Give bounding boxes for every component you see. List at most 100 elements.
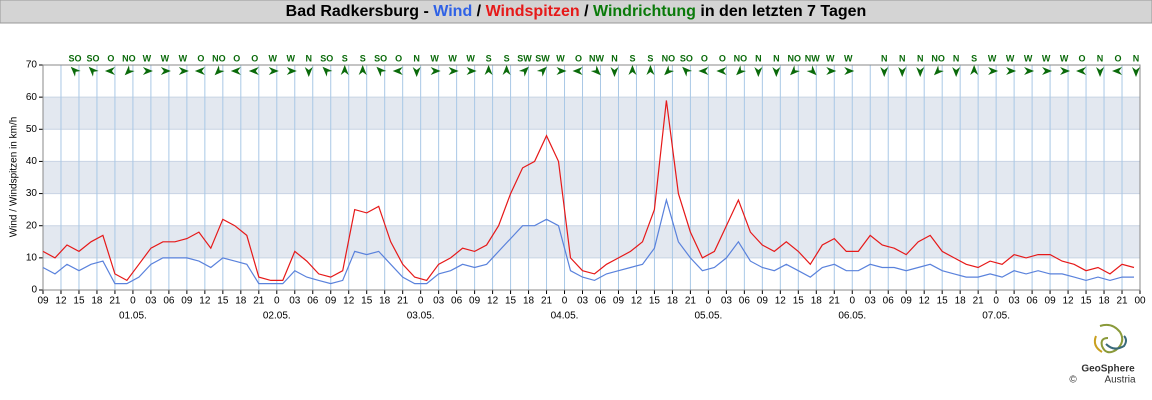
direction-arrow (610, 67, 619, 77)
x-tick-label: 15 (793, 296, 805, 307)
direction-label: W (269, 53, 278, 63)
x-tick-label: 18 (379, 296, 391, 307)
direction-label: O (395, 53, 402, 63)
direction-label: N (413, 53, 420, 63)
x-tick-label: 03 (1009, 296, 1021, 307)
x-tick-label: 03 (433, 296, 445, 307)
plot-area (42, 64, 1141, 291)
direction-label: O (1079, 53, 1086, 63)
direction-label: W (988, 53, 997, 63)
direction-arrow (430, 67, 441, 75)
x-tick-label: 09 (325, 296, 337, 307)
logo-text: GeoSphere (1081, 364, 1135, 375)
x-tick-label: 00 (1134, 296, 1146, 307)
x-tick-label: 15 (217, 296, 229, 307)
title-part: Windspitzen (486, 3, 580, 20)
direction-label: W (287, 53, 296, 63)
direction-label: NO (931, 53, 945, 63)
direction-arrow (590, 65, 601, 76)
direction-arrow (104, 67, 115, 75)
direction-arrow (304, 67, 313, 77)
band (43, 97, 1140, 130)
series-line (42, 100, 1135, 282)
direction-arrow (806, 65, 817, 76)
direction-label: N (881, 53, 888, 63)
series-line (42, 197, 1134, 285)
direction-arrow (248, 67, 259, 75)
y-tick-label: 0 (31, 285, 37, 296)
x-tick-label: 15 (937, 296, 949, 307)
x-tick-label: 15 (1080, 296, 1092, 307)
direction-arrow (412, 67, 421, 77)
direction-label: W (448, 53, 457, 63)
x-tick-label: 21 (253, 296, 265, 307)
direction-label: W (430, 53, 439, 63)
direction-label: N (306, 53, 313, 63)
x-tick-label: 18 (667, 296, 679, 307)
date-label: 03.05. (407, 311, 435, 322)
y-tick-label: 30 (26, 188, 38, 199)
direction-label: S (504, 53, 510, 63)
x-tick-label: 21 (1116, 296, 1128, 307)
direction-label: SW (535, 53, 550, 63)
direction-label: O (575, 53, 582, 63)
direction-label: W (1006, 53, 1015, 63)
direction-arrow (1096, 67, 1105, 77)
logo-swirl (1099, 323, 1124, 354)
direction-label: W (466, 53, 475, 63)
x-tick-label: 12 (1063, 296, 1075, 307)
title-part: / (580, 3, 593, 20)
direction-label: N (755, 53, 762, 63)
x-tick-label: 12 (631, 296, 643, 307)
direction-arrow (518, 66, 529, 77)
direction-label: S (647, 53, 653, 63)
direction-label: SW (517, 53, 532, 63)
direction-arrow (880, 67, 889, 77)
x-tick-label: 03 (145, 296, 157, 307)
direction-arrow (392, 67, 403, 75)
plot-frame (42, 64, 1141, 291)
x-tick-label: 09 (757, 296, 769, 307)
direction-label: SO (68, 53, 81, 63)
x-tick-label: 0 (562, 296, 568, 307)
direction-label: NO (788, 53, 802, 63)
x-tick-label: 12 (343, 296, 355, 307)
x-tick-label: 12 (919, 296, 931, 307)
date-label: 05.05. (694, 311, 722, 322)
x-tick-label: 06 (739, 296, 751, 307)
direction-label: S (342, 53, 348, 63)
direction-label: SO (680, 53, 693, 63)
direction-arrow (970, 65, 979, 75)
x-tick-label: 09 (901, 296, 913, 307)
direction-arrow (664, 65, 675, 76)
direction-arrow (466, 67, 477, 75)
direction-arrow (376, 66, 387, 77)
direction-arrow (754, 67, 763, 77)
direction-arrow (698, 67, 709, 75)
direction-label: NO (122, 53, 136, 63)
direction-arrow (572, 67, 583, 75)
direction-arrow (790, 65, 800, 76)
direction-arrow (1076, 67, 1087, 75)
direction-arrow (340, 65, 349, 75)
x-tick-label: 0 (993, 296, 999, 307)
y-tick-label: 10 (26, 252, 38, 263)
direction-label: W (826, 53, 835, 63)
x-tick-label: 09 (469, 296, 481, 307)
y-tick-label: 20 (26, 220, 38, 231)
date-label: 01.05. (119, 311, 147, 322)
direction-arrow (826, 67, 837, 75)
x-tick-label: 18 (523, 296, 535, 307)
x-tick-label: 0 (418, 296, 424, 307)
direction-label: N (917, 53, 924, 63)
chart-title: Bad Radkersburg - Wind / Windspitzen / W… (286, 3, 867, 20)
direction-label: W (556, 53, 565, 63)
x-tick-label: 0 (130, 296, 136, 307)
direction-arrow (536, 66, 547, 77)
direction-label: O (251, 53, 258, 63)
direction-label: N (611, 53, 618, 63)
x-tick-label: 15 (361, 296, 373, 307)
direction-arrow (933, 65, 944, 76)
date-label: 06.05. (838, 311, 866, 322)
